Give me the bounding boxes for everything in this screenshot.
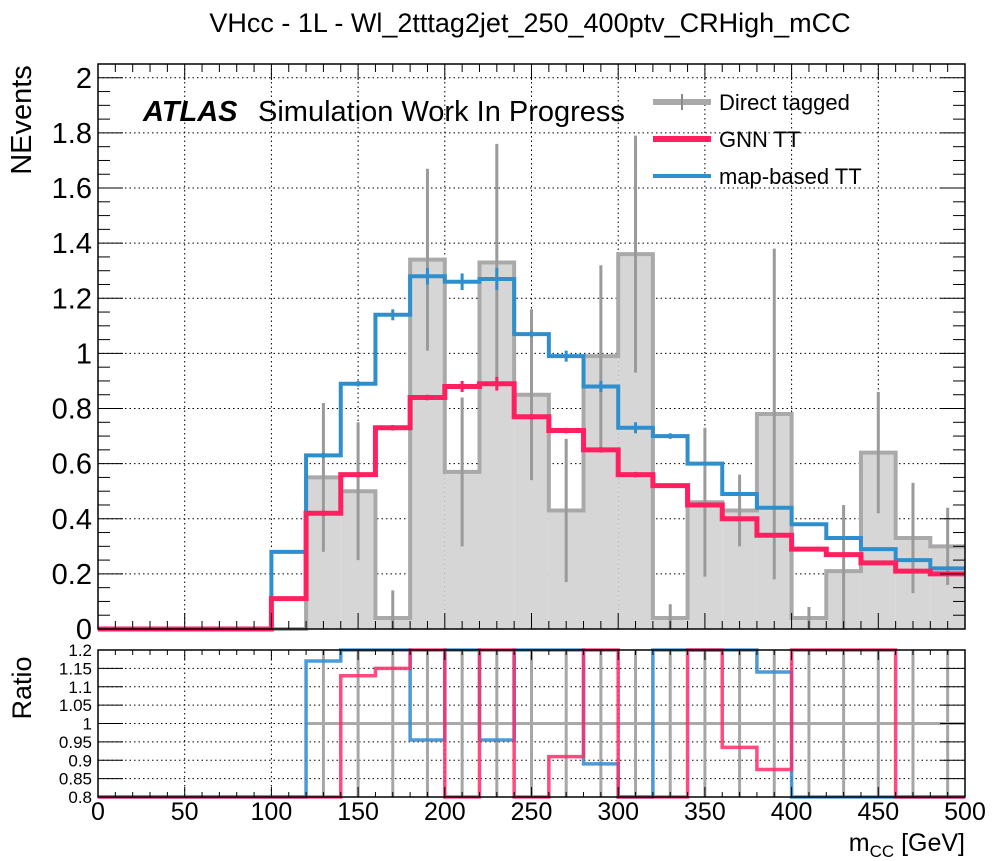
- x-tick-label: 350: [684, 798, 726, 826]
- x-tick-label: 450: [857, 798, 899, 826]
- y-axis-label: NEvents: [6, 65, 38, 175]
- y-tick-label: 0.2: [52, 559, 92, 591]
- x-tick-label: 250: [511, 798, 553, 826]
- x-tick-label: 100: [251, 798, 293, 826]
- x-axis-label: mCC [GeV]: [849, 829, 965, 861]
- legend-entry-direct-tagged: Direct tagged: [653, 90, 850, 115]
- x-tick-label: 200: [424, 798, 466, 826]
- ratio-histograms: [98, 648, 965, 799]
- atlas-sublabel: Simulation Work In Progress: [258, 96, 625, 128]
- y-tick-label: 0.4: [52, 504, 92, 536]
- ratio-y-tick-label: 1.2: [68, 641, 92, 660]
- legend-label-direct-tagged: Direct tagged: [719, 90, 850, 115]
- ratio-y-tick-label: 1: [83, 715, 92, 734]
- y-tick-label: 1.4: [52, 228, 92, 260]
- x-tick-label: 300: [597, 798, 639, 826]
- y-tick-label: 1.6: [52, 173, 92, 205]
- legend-entry-map-based-tt: map-based TT: [653, 164, 862, 189]
- ratio-y-tick-label: 1.05: [59, 696, 92, 715]
- x-tick-label: 0: [91, 798, 105, 826]
- x-tick-label: 400: [771, 798, 813, 826]
- main-panel: 0 0.2 0.4 0.6 0.8 1 1.2 1.4 1.6 1.8 2 NEvents ATLA…: [6, 63, 966, 646]
- y-tick-label: 2: [76, 63, 92, 95]
- ratio-y-tick-label: 0.95: [59, 733, 92, 752]
- ratio-y-tick-label: 0.85: [59, 770, 92, 789]
- ratio-y-tick-label: 0.8: [68, 788, 92, 807]
- y-tick-label: 1.8: [52, 118, 92, 150]
- ratio-y-axis-label: Ratio: [7, 656, 37, 719]
- x-tick-label: 500: [944, 798, 986, 826]
- y-tick-label: 1.2: [52, 283, 92, 315]
- ratio-y-tick-label: 1.1: [68, 678, 92, 697]
- chart-title: VHcc - 1L - Wl_2tttag2jet_250_400ptv_CRH…: [209, 8, 850, 38]
- atlas-label: ATLAS: [142, 96, 238, 128]
- x-axis-label-unit: [GeV]: [894, 829, 965, 857]
- main-axis-ticks: 0 0.2 0.4 0.6 0.8 1 1.2 1.4 1.6 1.8 2: [52, 63, 966, 646]
- x-axis-label-subscript: CC: [870, 842, 895, 861]
- y-tick-label: 0: [76, 614, 92, 646]
- legend: Direct tagged GNN TT map-based TT: [653, 90, 862, 189]
- y-tick-label: 1: [76, 338, 92, 370]
- x-tick-label: 150: [337, 798, 379, 826]
- y-tick-label: 0.6: [52, 449, 92, 481]
- ratio-y-tick-label: 1.15: [59, 659, 92, 678]
- legend-entry-gnn-tt: GNN TT: [653, 127, 800, 152]
- direct-tagged-outline: [98, 252, 965, 631]
- x-tick-label: 50: [171, 798, 199, 826]
- legend-label-map-based-tt: map-based TT: [719, 164, 862, 189]
- y-tick-label: 0.8: [52, 394, 92, 426]
- legend-label-gnn-tt: GNN TT: [719, 127, 800, 152]
- main-histograms: [98, 135, 965, 632]
- ratio-y-tick-label: 0.9: [68, 751, 92, 770]
- x-axis-label-main: m: [849, 829, 870, 857]
